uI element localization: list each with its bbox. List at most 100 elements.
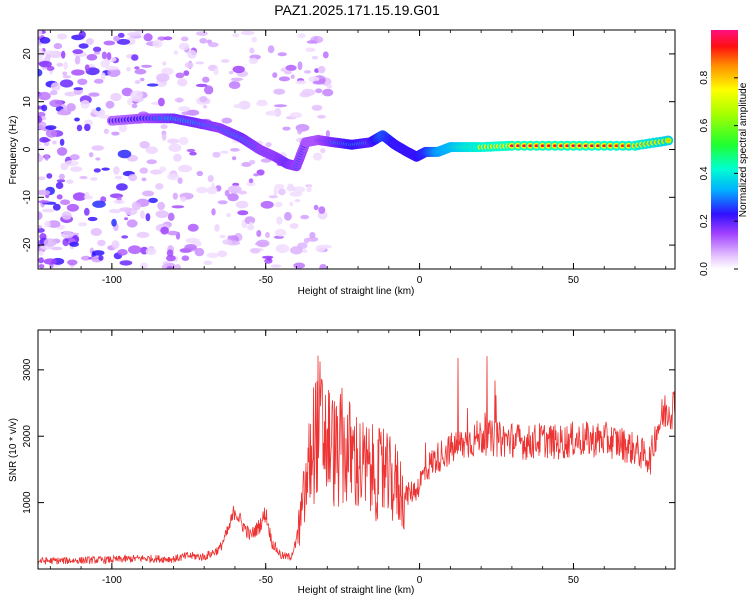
heatmap-cell: [286, 185, 296, 192]
heatmap-cell: [167, 230, 179, 236]
heatmap-cell: [307, 236, 319, 242]
colorbar-tick-label: 0.2: [699, 214, 710, 228]
heatmap-cell: [155, 183, 164, 190]
heatmap-cell: [289, 112, 303, 119]
ridge-core: [565, 144, 570, 147]
heatmap-cell: [111, 131, 120, 136]
heatmap-cell: [204, 85, 214, 95]
heatmap-cell: [52, 140, 57, 145]
heatmap-cell: [284, 70, 292, 75]
heatmap-cell: [41, 104, 48, 112]
heatmap-cell: [126, 67, 131, 72]
heatmap-cell: [244, 216, 256, 225]
heatmap-cell: [305, 47, 316, 52]
heatmap-cell: [221, 117, 233, 124]
heatmap-cell: [232, 182, 240, 187]
heatmap-cell: [56, 62, 64, 67]
heatmap-cell: [72, 49, 84, 55]
heatmap-cell: [317, 65, 326, 74]
heatmap-cell: [63, 61, 68, 70]
heatmap-cell: [90, 177, 98, 181]
heatmap-cell: [84, 207, 90, 216]
heatmap-cell: [118, 124, 128, 133]
heatmap-cell: [166, 255, 176, 262]
heatmap-cell: [172, 192, 178, 200]
heatmap-cell: [175, 72, 185, 79]
heatmap-cell: [128, 245, 142, 255]
heatmap-cell: [59, 79, 74, 88]
heatmap-cell: [38, 257, 44, 264]
heatmap-cell: [38, 30, 43, 37]
heatmap-cell: [128, 174, 138, 182]
heatmap-cell: [308, 76, 320, 83]
heatmap-cell: [203, 260, 213, 266]
heatmap-cell: [183, 70, 190, 76]
heatmap-cell: [202, 76, 210, 83]
heatmap-cell: [124, 217, 129, 221]
ridge-core: [577, 144, 582, 147]
heatmap-cell: [318, 206, 326, 214]
heatmap-cell: [285, 64, 297, 71]
ridge-core: [522, 144, 527, 147]
snr-series-line: [37, 355, 676, 565]
x-tick-label: 50: [568, 575, 580, 586]
heatmap-cell: [119, 260, 133, 266]
heatmap-cell: [43, 50, 57, 55]
heatmap-cell: [93, 46, 102, 53]
heatmap-cell: [91, 145, 104, 151]
ridge-core: [571, 144, 576, 147]
heatmap-cell: [284, 211, 292, 221]
heatmap-cell: [38, 142, 42, 147]
heatmap-cell: [91, 250, 105, 256]
heatmap-cell: [76, 124, 83, 132]
heatmap-cell: [256, 239, 270, 248]
heatmap-cell: [248, 178, 254, 184]
heatmap-cell: [146, 83, 159, 87]
heatmap-cell: [187, 49, 197, 59]
heatmap-cell: [50, 246, 63, 251]
heatmap-cell: [297, 61, 303, 71]
heatmap-cell: [141, 64, 152, 68]
heatmap-cell: [267, 45, 275, 54]
heatmap-cell: [202, 104, 208, 109]
heatmap-cell: [174, 264, 182, 269]
heatmap-cell: [67, 259, 78, 266]
heatmap-cell: [207, 175, 214, 183]
heatmap-cell: [50, 82, 61, 91]
heatmap-cell: [163, 36, 173, 41]
heatmap-cell: [173, 153, 182, 162]
heatmap-cell: [70, 166, 83, 173]
heatmap-cell: [217, 250, 228, 258]
heatmap-cell: [116, 183, 128, 191]
heatmap-cell: [157, 36, 166, 41]
heatmap-cell: [268, 195, 278, 199]
heatmap-cell: [240, 30, 255, 36]
ridge-core: [540, 144, 545, 147]
heatmap-cell: [61, 50, 66, 59]
heatmap-cell: [111, 240, 120, 249]
colorbar-label: Normalized spectral amplitude: [738, 82, 749, 217]
heatmap-cell: [87, 216, 98, 222]
ridge-core: [559, 144, 564, 147]
heatmap-cell: [44, 220, 51, 228]
heatmap-cell: [38, 264, 45, 269]
heatmap-cell: [152, 39, 163, 48]
ridge-core: [626, 144, 631, 147]
heatmap-cell: [274, 183, 285, 190]
spectrogram-x-label: Height of straight line (km): [298, 286, 415, 297]
ridge-core: [553, 144, 557, 147]
y-tick-label: 0: [22, 146, 33, 152]
heatmap-cell: [55, 181, 64, 190]
heatmap-cell: [38, 48, 43, 52]
heatmap-cell: [297, 127, 303, 135]
heatmap-cell: [177, 177, 183, 184]
heatmap-cell: [93, 51, 101, 55]
heatmap-cell: [127, 98, 133, 106]
heatmap-cell: [227, 185, 242, 193]
heatmap-cell: [103, 40, 116, 46]
heatmap-cell: [315, 244, 326, 253]
heatmap-cell: [228, 81, 241, 89]
heatmap-cell: [166, 266, 174, 269]
heatmap-cell: [66, 203, 79, 212]
heatmap-cell: [277, 52, 287, 57]
